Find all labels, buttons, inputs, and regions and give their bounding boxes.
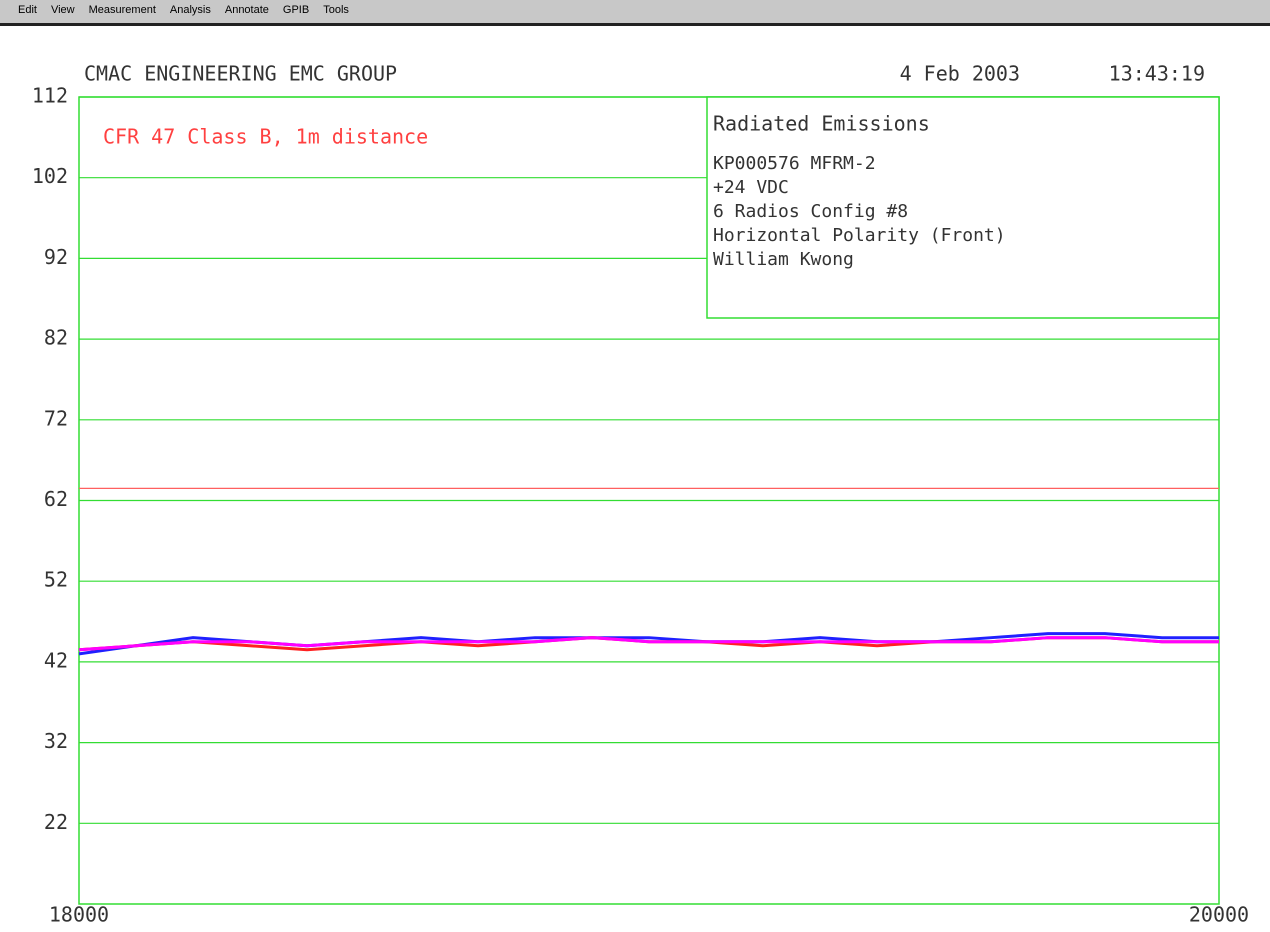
info-line: +24 VDC — [713, 177, 789, 198]
menu-item[interactable]: Annotate — [224, 4, 269, 16]
info-line: Horizontal Polarity (Front) — [713, 225, 1006, 246]
y-tick-label: 52 — [44, 568, 68, 592]
time: 13:43:19 — [1109, 62, 1205, 86]
annotation: CFR 47 Class B, 1m distance — [103, 125, 428, 149]
info-line: 6 Radios Config #8 — [713, 201, 908, 222]
trace — [78, 636, 1219, 652]
menu-item[interactable]: Analysis — [169, 4, 211, 16]
y-tick-label: 42 — [44, 648, 68, 672]
y-tick-label: 92 — [44, 245, 68, 269]
menu-item[interactable]: Edit — [18, 4, 37, 16]
y-tick-label: 102 — [32, 164, 68, 188]
chart-title: CMAC ENGINEERING EMC GROUP — [84, 62, 397, 86]
info-line: William Kwong — [713, 249, 854, 270]
info-title: Radiated Emissions — [713, 112, 930, 136]
y-tick-label: 62 — [44, 487, 68, 511]
menu-item[interactable]: GPIB — [282, 4, 310, 16]
info-line: KP000576 MFRM-2 — [713, 153, 876, 174]
menu-item[interactable]: Measurement — [88, 4, 156, 16]
y-tick-label: 82 — [44, 326, 68, 350]
x-tick-label: 20000 — [1189, 903, 1249, 927]
menu-item[interactable]: View — [50, 4, 75, 16]
y-tick-label: 32 — [44, 729, 68, 753]
y-tick-label: 72 — [44, 406, 68, 430]
trace — [78, 636, 1219, 652]
y-tick-label: 22 — [44, 810, 68, 834]
info-box — [706, 96, 1220, 319]
menu-item[interactable]: Tools — [323, 4, 349, 16]
menu-bar: Edit View Measurement Analysis Annotate GPIB T… — [0, 0, 1270, 26]
date: 4 Feb 2003 — [900, 62, 1020, 86]
x-tick-label: 18000 — [49, 903, 109, 927]
y-tick-label: 112 — [32, 84, 68, 108]
